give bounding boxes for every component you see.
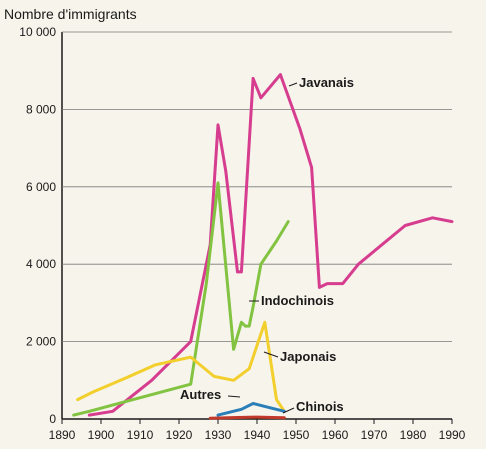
x-tick-label-1900: 1900 <box>88 428 115 442</box>
series-label-autres: Autres <box>180 387 221 402</box>
x-tick-label-1960: 1960 <box>322 428 349 442</box>
x-tick-label-1890: 1890 <box>49 428 76 442</box>
series-leader-chinois <box>282 407 295 414</box>
y-tick-label-2000: 2 000 <box>26 335 56 349</box>
series-line-autres <box>216 402 286 417</box>
y-tick-label-0: 0 <box>49 412 56 426</box>
x-tick-label-1970: 1970 <box>361 428 388 442</box>
series-leader-javanais <box>288 82 298 87</box>
x-tick-label-1920: 1920 <box>166 428 193 442</box>
x-tick-label-1940: 1940 <box>244 428 271 442</box>
series-line-japonais <box>76 320 286 413</box>
series-label-indochinois: Indochinois <box>261 293 334 308</box>
series-leader-autres <box>227 395 241 398</box>
x-tick-label-1910: 1910 <box>127 428 154 442</box>
series-label-japonais: Japonais <box>280 349 336 364</box>
series-label-javanais: Javanais <box>299 75 354 90</box>
series-line-chinois <box>208 415 286 420</box>
y-tick-label-4000: 4 000 <box>26 257 56 271</box>
series-leader-japonais <box>263 351 279 358</box>
x-tick-label-1990: 1990 <box>439 428 466 442</box>
y-tick-label-6000: 6 000 <box>26 180 56 194</box>
x-tick-label-1950: 1950 <box>283 428 310 442</box>
y-tick-label-10000: 10 000 <box>19 25 56 39</box>
series-line-javanais <box>87 73 454 417</box>
series-label-chinois: Chinois <box>296 399 344 414</box>
y-axis-title: Nombre d'immigrants <box>4 6 137 22</box>
x-tick-label-1930: 1930 <box>205 428 232 442</box>
y-tick-label-8000: 8 000 <box>26 102 56 116</box>
series-line-indochinois <box>72 181 290 417</box>
x-tick-label-1980: 1980 <box>400 428 427 442</box>
